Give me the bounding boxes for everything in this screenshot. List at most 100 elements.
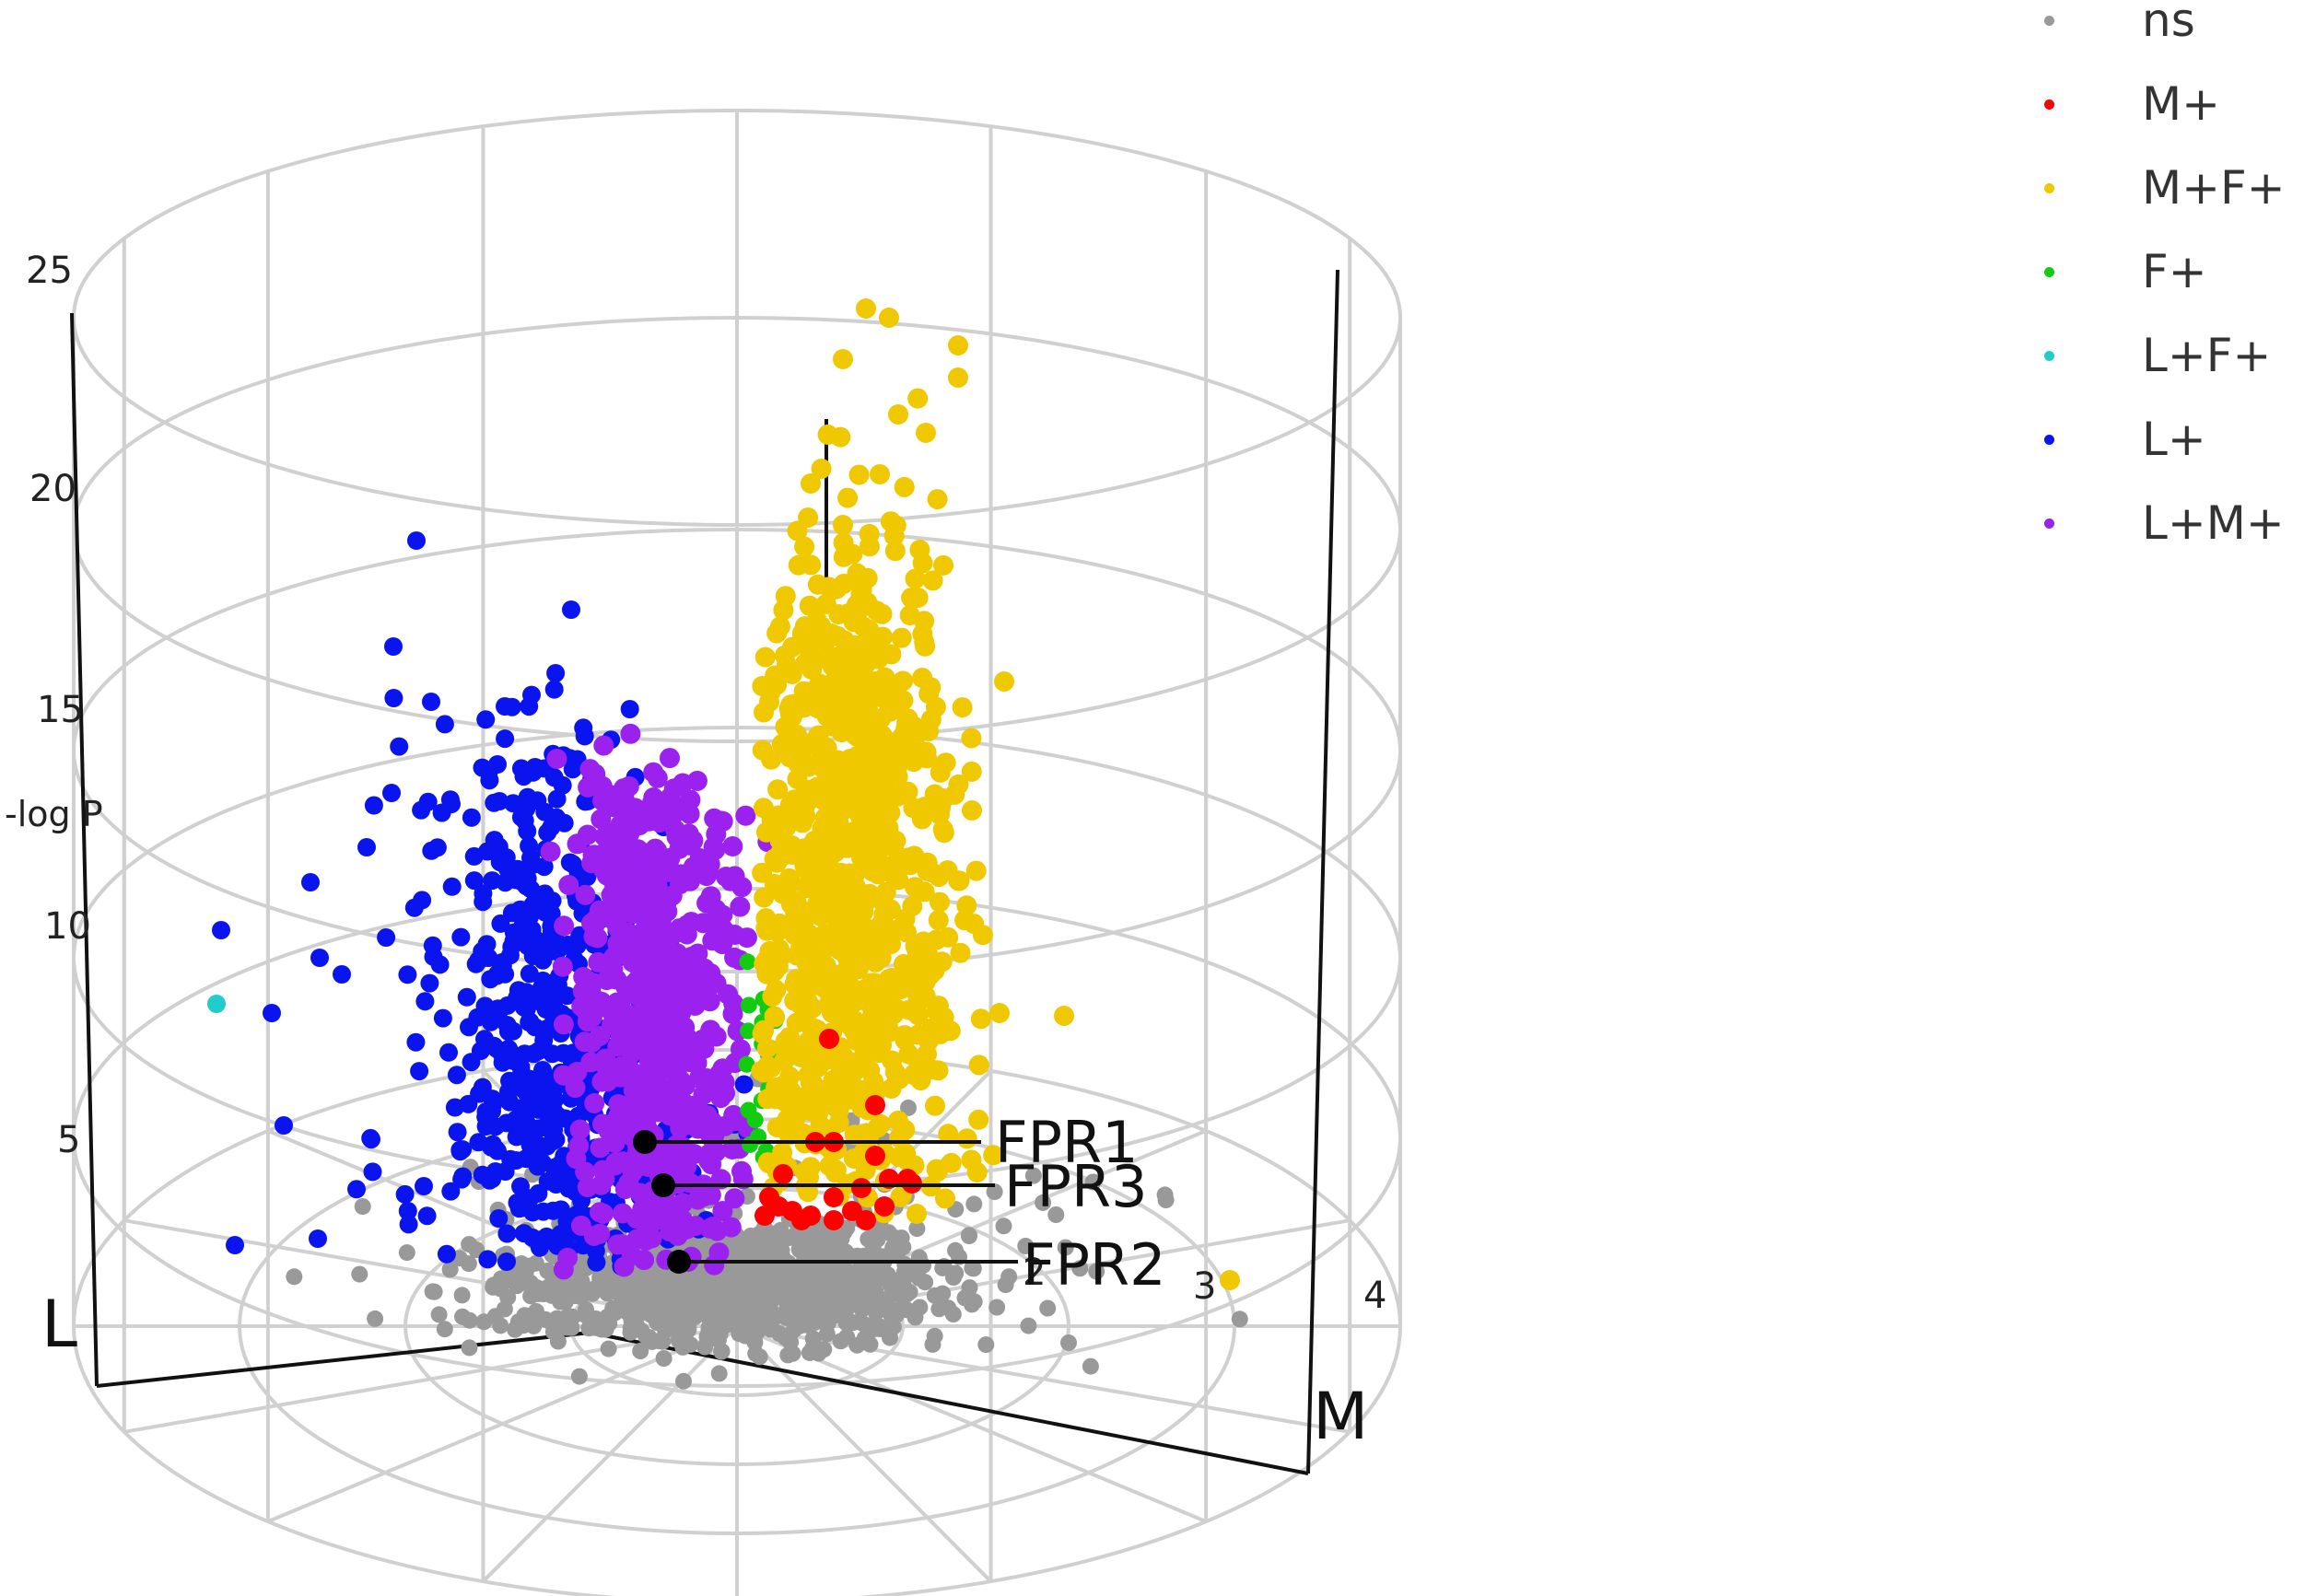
point-mpfp: [822, 1085, 843, 1106]
point-lpmp: [674, 963, 695, 984]
point-lp: [263, 1004, 281, 1022]
point-mpfp: [837, 487, 859, 508]
point-mpfp: [925, 1095, 945, 1116]
point-mpfp: [797, 878, 818, 899]
point-lpmp: [591, 991, 612, 1012]
annotation-label: FPR2: [1023, 1231, 1166, 1299]
point-mpfp: [767, 779, 789, 800]
point-lpmp: [663, 794, 684, 815]
point-ns: [1047, 1206, 1065, 1223]
point-ns: [671, 1270, 688, 1287]
point-mpfp: [898, 973, 919, 995]
point-ns: [773, 1241, 790, 1259]
point-lpmp: [658, 961, 679, 983]
point-mpfp: [840, 755, 861, 776]
legend-item[interactable]: L+M+: [2022, 495, 2298, 551]
point-lp: [430, 955, 450, 974]
point-ns: [1231, 1311, 1248, 1328]
point-lp: [497, 1252, 516, 1271]
point-mpfp: [949, 870, 970, 891]
legend-marker-icon: [2044, 435, 2054, 445]
point-mpfp: [836, 787, 857, 809]
legend-item[interactable]: M+: [2022, 76, 2298, 132]
point-lpmp: [679, 1033, 699, 1054]
point-ns: [704, 1309, 721, 1326]
point-mpfp: [961, 1149, 982, 1171]
point-mpfp: [871, 603, 893, 624]
point-mpfp: [918, 1031, 939, 1052]
point-lp: [363, 1162, 382, 1182]
point-lpmp: [590, 1137, 611, 1159]
point-mpfp: [856, 678, 877, 699]
point-mpfp: [891, 627, 912, 648]
point-lp: [447, 1066, 466, 1085]
point-lp: [497, 1224, 517, 1243]
point-mpfp: [830, 426, 851, 448]
legend-label: L+: [2142, 413, 2206, 466]
point-mpfp: [859, 536, 880, 557]
point-mpfp: [970, 1008, 991, 1030]
point-ns: [838, 1328, 856, 1346]
legend-marker-icon: [2044, 518, 2054, 529]
point-lp: [407, 531, 426, 550]
point-mp: [824, 1210, 844, 1230]
z-tick-label: 20: [29, 468, 76, 510]
point-mpfp: [884, 541, 906, 562]
point-lpmp: [607, 1234, 628, 1255]
legend-item[interactable]: ns: [2022, 0, 2298, 48]
point-mpfp: [843, 612, 864, 633]
point-mp: [768, 1196, 789, 1217]
point-lp: [395, 1184, 415, 1204]
point-mpfp: [871, 837, 893, 858]
point-mpfp: [817, 873, 838, 893]
point-lpmp: [645, 848, 666, 869]
point-ns: [764, 1279, 781, 1297]
point-lp: [518, 1113, 536, 1133]
legend-item[interactable]: L+: [2022, 412, 2298, 467]
point-lpmp: [713, 919, 734, 940]
point-ns: [1071, 1260, 1089, 1277]
point-mpfp: [785, 1108, 806, 1129]
point-ns: [961, 1228, 977, 1245]
point-mpfp: [766, 921, 788, 942]
point-lp: [483, 871, 502, 891]
point-lpmp: [696, 892, 718, 914]
point-lp: [620, 700, 639, 718]
point-mpfp: [870, 1113, 891, 1135]
point-lpmp: [608, 882, 629, 903]
annotation-point: [633, 1130, 657, 1154]
point-lpmp: [594, 860, 615, 880]
point-ns: [997, 1276, 1014, 1294]
point-mpfp: [766, 623, 788, 644]
point-lpmp: [615, 1118, 637, 1139]
point-mpfp: [968, 1054, 989, 1076]
point-mpfp: [759, 940, 780, 961]
point-mpfp: [899, 605, 920, 626]
point-lp: [539, 979, 558, 998]
point-ns: [453, 1287, 471, 1304]
point-ns: [884, 1239, 902, 1256]
point-lp: [432, 803, 451, 822]
point-lpmp: [657, 1193, 678, 1214]
point-lp: [534, 1031, 554, 1050]
point-mpfp: [847, 563, 868, 584]
point-mpfp: [911, 809, 932, 830]
point-lp: [518, 868, 537, 888]
radial-tick-label: 2: [1023, 1252, 1046, 1294]
legend-item[interactable]: F+: [2022, 244, 2298, 299]
legend-item[interactable]: L+F+: [2022, 328, 2298, 383]
point-ns: [528, 1302, 544, 1320]
point-ns: [816, 1288, 834, 1306]
point-mpfp: [822, 897, 843, 918]
point-mpfp: [838, 982, 859, 1003]
point-ns: [911, 1299, 929, 1316]
point-ns: [1057, 1239, 1074, 1256]
legend-item[interactable]: M+F+: [2022, 160, 2298, 216]
point-mpfp: [933, 554, 953, 576]
point-lp: [492, 1044, 511, 1064]
point-lp: [427, 838, 447, 857]
point-lp: [496, 729, 515, 749]
point-mpfp: [905, 733, 926, 754]
legend-marker-icon: [2044, 16, 2054, 26]
point-ns: [1017, 1238, 1035, 1254]
